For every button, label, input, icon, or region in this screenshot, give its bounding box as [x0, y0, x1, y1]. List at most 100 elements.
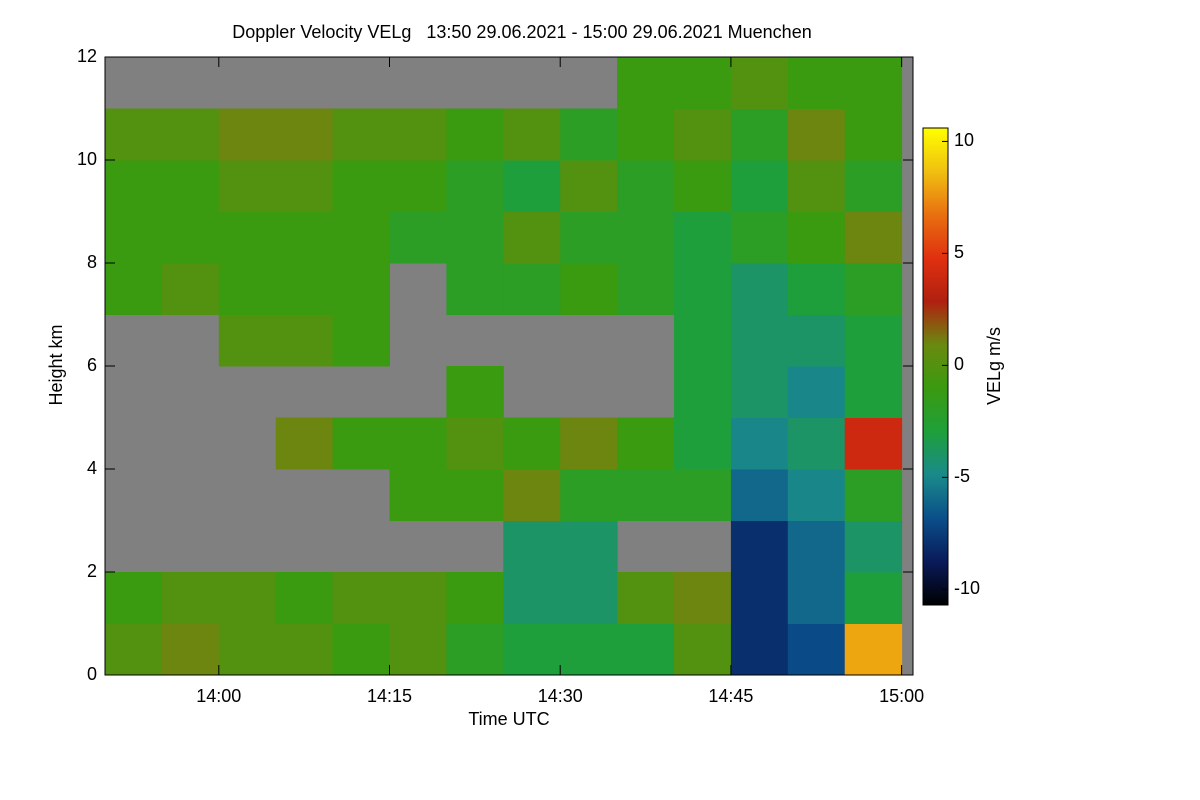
velocity-cell	[218, 623, 277, 676]
velocity-cell	[617, 469, 675, 521]
velocity-cell	[560, 520, 618, 573]
x-axis-label: Time UTC	[468, 709, 549, 729]
velocity-cell	[446, 160, 504, 212]
velocity-cell	[275, 314, 334, 367]
velocity-cell	[674, 263, 732, 315]
velocity-cell	[503, 160, 561, 212]
velocity-cell	[617, 211, 675, 264]
velocity-cell	[787, 108, 846, 161]
velocity-cell	[844, 57, 903, 109]
velocity-cell	[503, 572, 561, 624]
velocity-cell	[105, 160, 163, 212]
velocity-cell	[446, 263, 504, 315]
velocity-cell	[730, 623, 789, 676]
velocity-cell	[218, 263, 277, 315]
velocity-cell	[730, 314, 789, 367]
velocity-cell	[275, 211, 334, 264]
velocity-cell	[674, 211, 732, 264]
velocity-cell	[389, 211, 447, 264]
velocity-cell	[275, 572, 334, 624]
velocity-cell	[560, 108, 618, 161]
colorbar-tick-label: -10	[954, 578, 980, 598]
velocity-cell	[332, 572, 391, 624]
velocity-cell	[275, 160, 334, 212]
velocity-cell	[446, 417, 504, 470]
velocity-cell	[730, 263, 789, 315]
velocity-cell	[560, 211, 618, 264]
velocity-cell	[730, 469, 789, 521]
colorbar-tick-label: 0	[954, 354, 964, 374]
velocity-cell	[844, 520, 903, 573]
velocity-cell	[787, 417, 846, 470]
velocity-cell	[105, 623, 163, 676]
velocity-cell	[844, 108, 903, 161]
velocity-cell	[161, 160, 220, 212]
x-tick-label: 14:45	[708, 686, 753, 706]
velocity-cell	[730, 520, 789, 573]
velocity-cell	[446, 211, 504, 264]
velocity-cell	[503, 211, 561, 264]
velocity-cell	[389, 417, 447, 470]
velocity-cell	[787, 211, 846, 264]
velocity-cell	[560, 417, 618, 470]
velocity-cell	[105, 211, 163, 264]
y-axis-label: Height km	[46, 324, 66, 405]
velocity-cell	[617, 108, 675, 161]
velocity-cell	[446, 108, 504, 161]
velocity-cell	[161, 572, 220, 624]
velocity-cell	[446, 572, 504, 624]
velocity-cell	[730, 57, 789, 109]
x-tick-label: 14:00	[196, 686, 241, 706]
velocity-cell	[275, 417, 334, 470]
y-tick-label: 0	[87, 664, 97, 684]
velocity-cell	[674, 366, 732, 418]
velocity-cell	[389, 160, 447, 212]
velocity-cell	[787, 160, 846, 212]
velocity-cell	[503, 263, 561, 315]
velocity-cell	[844, 366, 903, 418]
velocity-cell	[332, 263, 391, 315]
velocity-cell	[674, 469, 732, 521]
x-tick-label: 14:15	[367, 686, 412, 706]
velocity-cell	[560, 623, 618, 676]
velocity-cell	[161, 211, 220, 264]
velocity-cell	[332, 108, 391, 161]
velocity-cell	[787, 57, 846, 109]
colorbar-tick-label: 10	[954, 130, 974, 150]
chart-title: Doppler Velocity VELg 13:50 29.06.2021 -…	[232, 22, 811, 42]
velocity-cell	[787, 623, 846, 676]
velocity-cell	[105, 108, 163, 161]
velocity-cell	[844, 572, 903, 624]
y-tick-label: 12	[77, 46, 97, 66]
velocity-cell	[730, 108, 789, 161]
velocity-cell	[617, 57, 675, 109]
velocity-cell	[389, 572, 447, 624]
velocity-cell	[674, 108, 732, 161]
velocity-cell	[787, 366, 846, 418]
velocity-cell	[617, 417, 675, 470]
velocity-cell	[844, 211, 903, 264]
velocity-cell	[161, 263, 220, 315]
velocity-cell	[218, 160, 277, 212]
velocity-cell	[674, 314, 732, 367]
y-tick-label: 4	[87, 458, 97, 478]
velocity-cell	[503, 469, 561, 521]
velocity-cell	[617, 160, 675, 212]
velocity-cell	[617, 623, 675, 676]
velocity-cell	[332, 623, 391, 676]
velocity-cell	[446, 469, 504, 521]
y-tick-label: 2	[87, 561, 97, 581]
velocity-cell	[275, 108, 334, 161]
velocity-cell	[389, 469, 447, 521]
velocity-cell	[730, 417, 789, 470]
velocity-cell	[787, 314, 846, 367]
velocity-cell	[844, 623, 903, 676]
velocity-cell	[275, 623, 334, 676]
velocity-cell	[218, 108, 277, 161]
x-tick-label: 14:30	[538, 686, 583, 706]
velocity-cell	[446, 366, 504, 418]
velocity-cell	[560, 469, 618, 521]
velocity-cell	[674, 417, 732, 470]
velocity-cell	[161, 623, 220, 676]
